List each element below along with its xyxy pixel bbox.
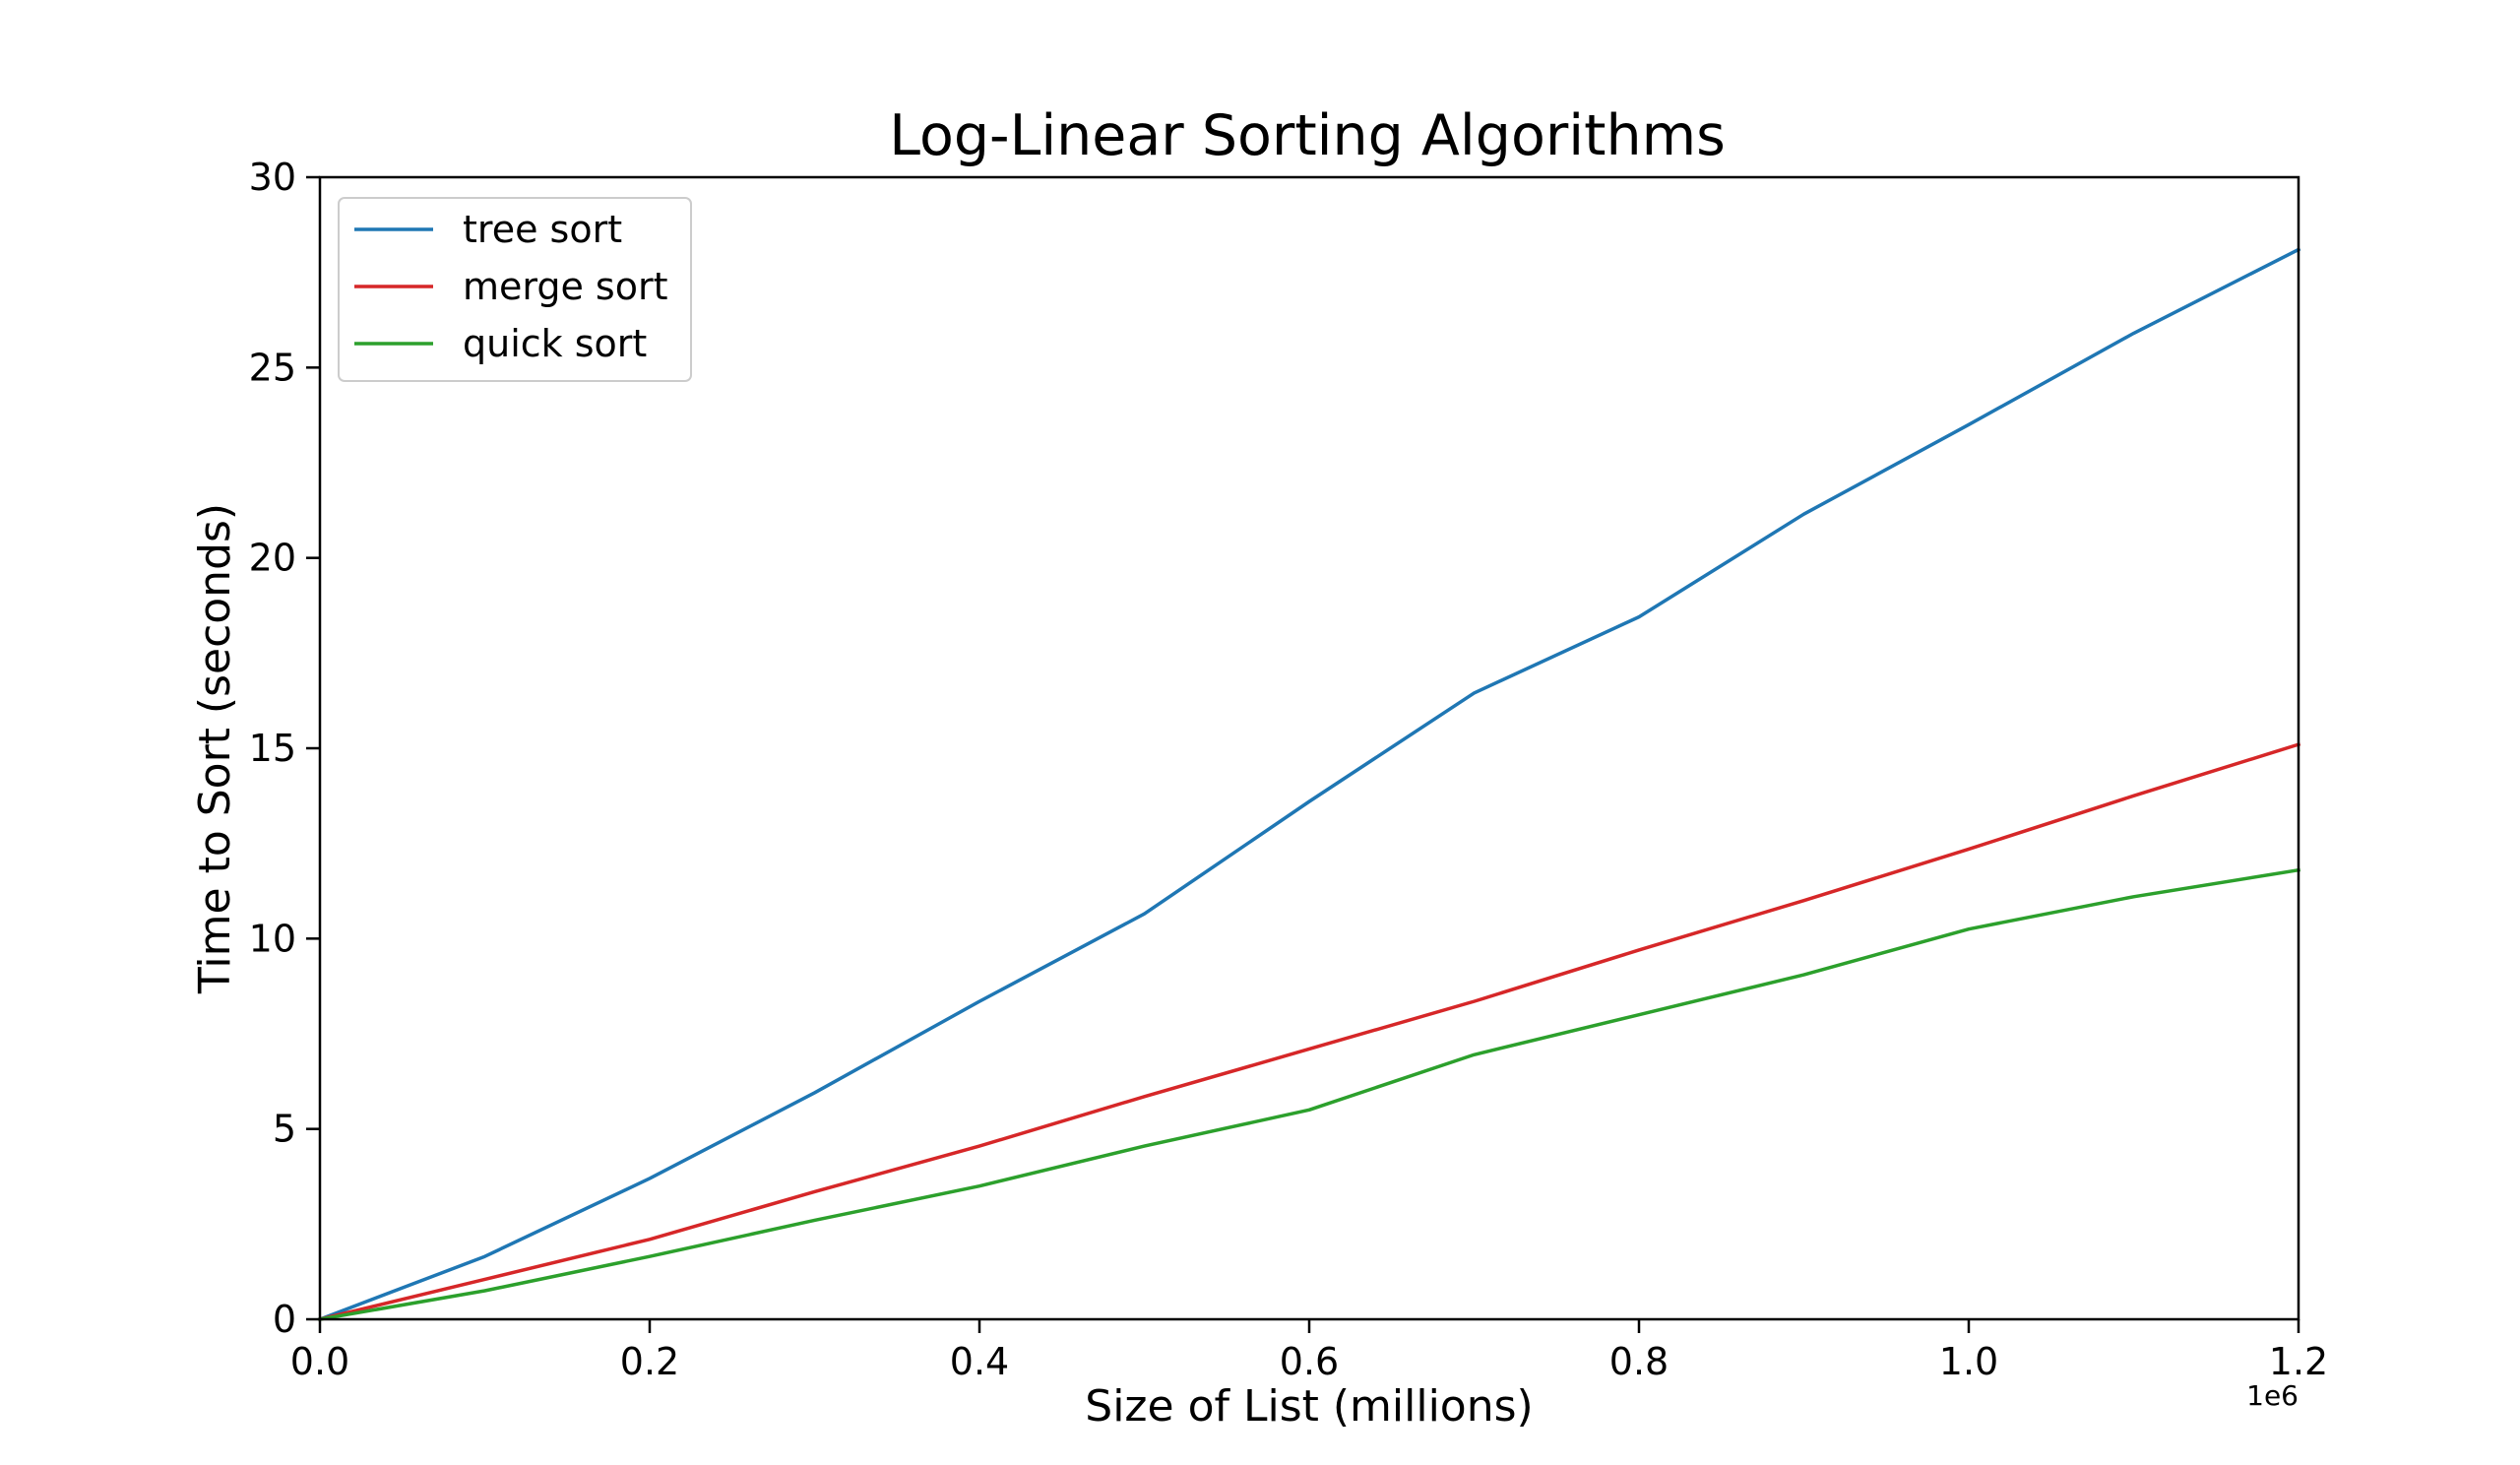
legend-items: tree sort merge sort quick sort xyxy=(354,208,668,365)
series-line-tree-sort xyxy=(317,247,2301,1322)
x-tick-label: 0.2 xyxy=(620,1340,679,1383)
legend-label: merge sort xyxy=(463,265,668,308)
x-axis: 0.0 0.2 0.4 0.6 0.8 1.0 1.2 xyxy=(290,1319,2328,1383)
series-line-quick-sort xyxy=(317,867,2301,1322)
y-tick-label: 30 xyxy=(249,156,296,199)
x-tick-label: 1.0 xyxy=(1939,1340,1998,1383)
x-axis-label: Size of List (millions) xyxy=(1085,1381,1533,1432)
x-tick-label: 1.2 xyxy=(2269,1340,2328,1383)
chart-title: Log-Linear Sorting Algorithms xyxy=(889,103,1726,168)
legend-label: quick sort xyxy=(463,322,647,365)
x-tick-label: 0.4 xyxy=(950,1340,1009,1383)
x-tick-label: 0.6 xyxy=(1280,1340,1339,1383)
legend-box xyxy=(338,197,692,382)
x-tick-label: 0.0 xyxy=(290,1340,349,1383)
y-tick-label: 10 xyxy=(249,917,296,960)
x-tick-label: 0.8 xyxy=(1609,1340,1669,1383)
x-axis-offset-label: 1e6 xyxy=(2246,1379,2299,1412)
y-axis: 0 5 10 15 20 25 30 xyxy=(249,156,320,1341)
y-axis-label: Time to Sort (seconds) xyxy=(190,503,240,994)
y-tick-label: 5 xyxy=(273,1108,296,1151)
y-tick-label: 0 xyxy=(273,1298,296,1341)
y-tick-label: 25 xyxy=(249,346,296,389)
series-line-merge-sort xyxy=(317,741,2301,1322)
y-tick-label: 15 xyxy=(249,727,296,770)
legend: tree sort merge sort quick sort xyxy=(338,197,692,382)
series-layer xyxy=(317,247,2301,1322)
legend-label: tree sort xyxy=(463,208,622,251)
y-tick-label: 20 xyxy=(249,537,296,580)
